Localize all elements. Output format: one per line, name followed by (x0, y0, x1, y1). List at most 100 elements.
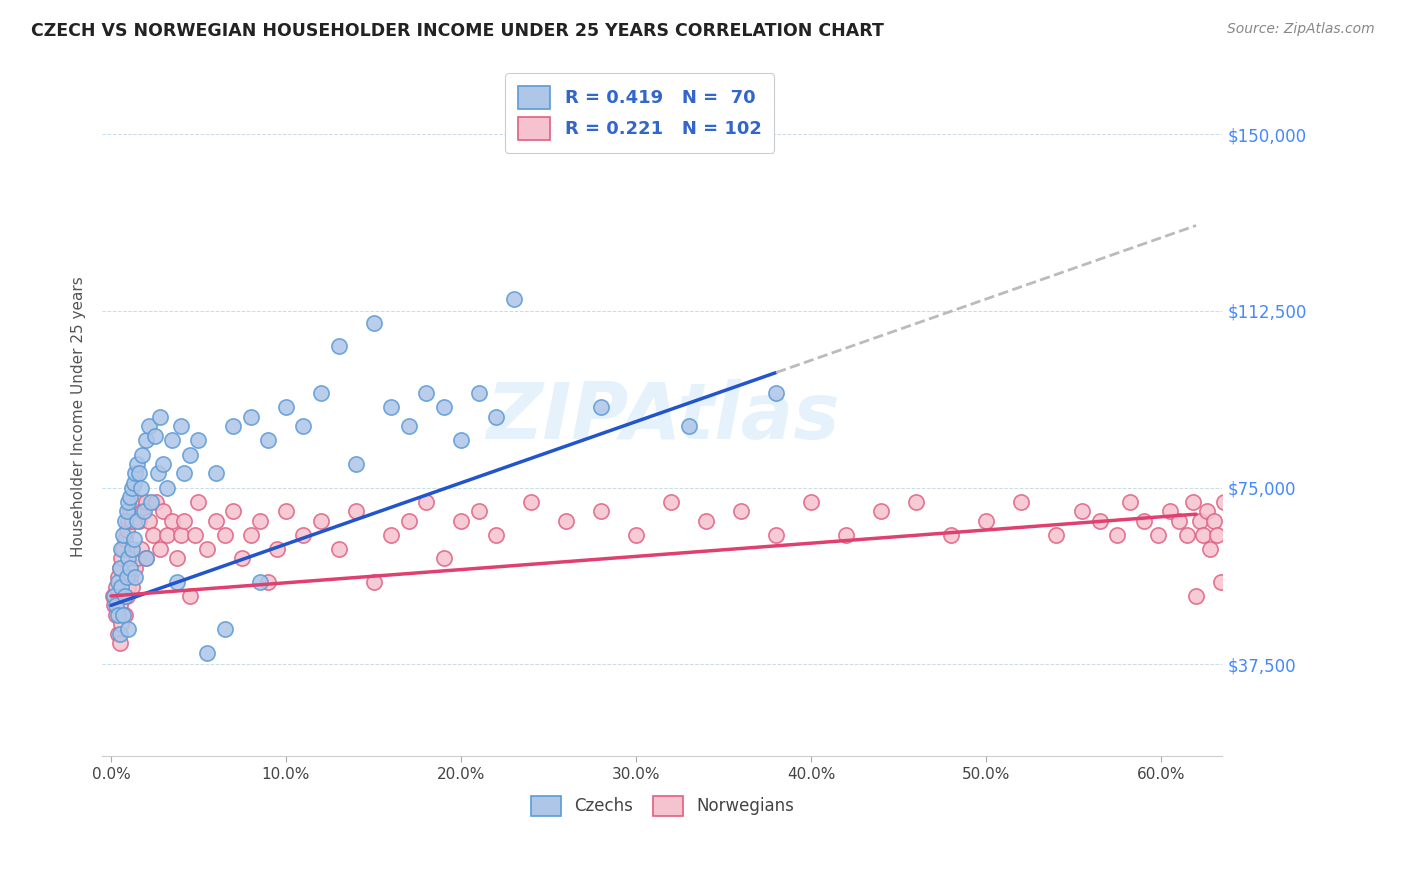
Point (127, 457, 149, 471)
Point (1088, 514, 1111, 528)
Point (156, 481, 179, 495)
Point (520, 494, 543, 508)
Point (184, 527, 207, 541)
Point (187, 494, 209, 508)
Point (122, 533, 145, 547)
Point (141, 494, 163, 508)
Point (905, 494, 928, 508)
Point (1107, 527, 1129, 541)
Point (309, 386, 332, 401)
Point (1206, 527, 1229, 541)
Point (129, 481, 152, 495)
Point (292, 419, 315, 434)
Point (432, 401, 454, 415)
Point (107, 570, 129, 584)
Point (1209, 574, 1232, 589)
Point (134, 504, 156, 518)
Point (344, 457, 367, 471)
Point (107, 626, 129, 640)
Text: ZIPAtlas: ZIPAtlas (485, 379, 839, 455)
Point (110, 580, 132, 594)
Point (344, 504, 367, 518)
Point (380, 401, 402, 415)
Point (107, 574, 129, 589)
Point (173, 467, 195, 481)
Point (160, 514, 183, 528)
Point (105, 580, 128, 594)
Legend: Czechs, Norwegians: Czechs, Norwegians (524, 789, 800, 822)
Point (105, 607, 128, 622)
Point (1188, 514, 1211, 528)
Point (695, 514, 717, 528)
Point (115, 504, 138, 518)
Point (467, 386, 489, 401)
Point (128, 514, 150, 528)
Point (103, 589, 125, 603)
Point (149, 409, 172, 424)
Point (195, 646, 218, 660)
Point (108, 599, 131, 613)
Point (1010, 494, 1032, 508)
Point (274, 401, 297, 415)
Point (939, 527, 962, 541)
Point (112, 607, 135, 622)
Point (115, 570, 138, 584)
Point (107, 607, 129, 622)
Point (129, 541, 152, 556)
Point (170, 527, 193, 541)
Point (121, 541, 143, 556)
Point (214, 527, 236, 541)
Point (800, 494, 823, 508)
Point (166, 551, 188, 566)
Point (166, 574, 188, 589)
Point (121, 580, 143, 594)
Point (121, 514, 143, 528)
Point (1159, 504, 1181, 518)
Point (179, 589, 201, 603)
Point (257, 434, 280, 448)
Point (1195, 504, 1218, 518)
Point (138, 514, 160, 528)
Point (231, 551, 253, 566)
Point (870, 504, 893, 518)
Point (222, 419, 245, 434)
Point (152, 504, 174, 518)
Point (467, 504, 489, 518)
Point (108, 560, 131, 574)
Point (105, 599, 128, 613)
Point (309, 514, 332, 528)
Point (112, 541, 135, 556)
Point (240, 527, 263, 541)
Point (1213, 494, 1236, 508)
Y-axis label: Householder Income Under 25 years: Householder Income Under 25 years (72, 277, 86, 558)
Point (415, 494, 437, 508)
Point (249, 514, 271, 528)
Point (120, 504, 142, 518)
Point (624, 527, 647, 541)
Point (117, 551, 139, 566)
Point (124, 560, 146, 574)
Point (103, 599, 125, 613)
Point (108, 626, 131, 640)
Point (127, 514, 149, 528)
Point (485, 527, 508, 541)
Point (974, 514, 997, 528)
Point (328, 541, 350, 556)
Point (115, 589, 138, 603)
Point (1132, 514, 1154, 528)
Point (127, 551, 149, 566)
Point (114, 514, 136, 528)
Point (117, 622, 139, 636)
Point (1167, 514, 1189, 528)
Point (112, 527, 135, 541)
Point (274, 504, 297, 518)
Point (659, 494, 682, 508)
Point (432, 551, 454, 566)
Point (266, 541, 288, 556)
Point (160, 434, 183, 448)
Point (120, 560, 142, 574)
Point (1146, 527, 1168, 541)
Point (149, 541, 172, 556)
Point (114, 589, 136, 603)
Point (222, 504, 245, 518)
